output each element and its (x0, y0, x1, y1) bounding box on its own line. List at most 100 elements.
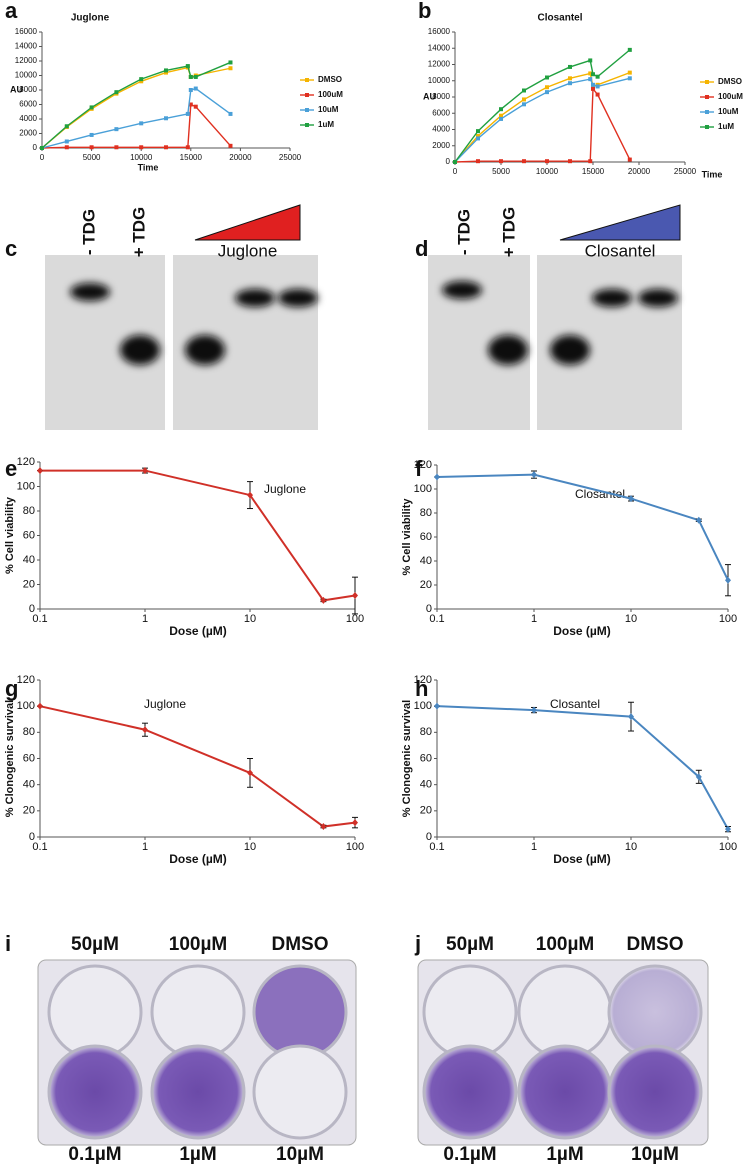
legend-marker (705, 125, 709, 129)
y-tick-label: 8000 (432, 92, 450, 101)
y-tick-label: 16000 (428, 27, 451, 36)
y-tick-label: 10000 (15, 71, 38, 80)
y-tick-label: 100 (414, 483, 432, 495)
point (114, 145, 119, 150)
gel-band (278, 289, 318, 307)
point (499, 116, 503, 121)
well (607, 964, 703, 1060)
y-tick-label: 0 (29, 831, 35, 843)
y-axis-label: % Clonogenic survival (4, 700, 16, 817)
point (499, 159, 503, 164)
point (434, 473, 440, 481)
point (228, 111, 233, 116)
point (568, 159, 572, 164)
point (247, 491, 253, 499)
point (545, 85, 549, 90)
y-tick-label: 20 (420, 805, 432, 817)
y-tick-label: 60 (23, 529, 35, 541)
x-tick-label: 1 (531, 841, 537, 853)
point (591, 82, 595, 87)
point (476, 134, 480, 138)
x-tick-label: 100 (719, 613, 737, 625)
series-line (41, 61, 231, 149)
x-tick-label: 0.1 (429, 613, 444, 625)
gel-band (550, 335, 590, 365)
point (188, 102, 193, 107)
point (595, 92, 600, 97)
point (476, 129, 480, 134)
well (150, 1044, 246, 1140)
series-line (41, 103, 232, 149)
panel-letter: d (415, 236, 428, 261)
point (114, 90, 119, 95)
point (434, 702, 440, 710)
x-tick-label: 15000 (582, 167, 605, 176)
point (193, 86, 198, 91)
point (247, 769, 253, 777)
y-tick-label: 14000 (15, 42, 38, 51)
x-tick-label: 15000 (180, 153, 203, 162)
legend-marker (705, 95, 709, 99)
x-tick-label: 1 (142, 613, 148, 625)
annotation: Closantel (550, 697, 600, 711)
y-axis-label: AU (10, 84, 23, 94)
x-tick-label: 1 (531, 613, 537, 625)
gradient-triangle (559, 204, 681, 241)
point (522, 97, 526, 102)
point (453, 160, 457, 164)
panel-letter: b (418, 0, 431, 23)
well (517, 964, 613, 1060)
y-axis-label: % Cell viability (4, 496, 16, 574)
series-line (454, 49, 631, 163)
well (252, 964, 348, 1060)
point (588, 159, 593, 164)
point (320, 596, 327, 604)
x-tick-label: 10 (625, 613, 637, 625)
y-tick-label: 40 (420, 555, 432, 567)
panel-letter: h (415, 676, 428, 701)
y-tick-label: 0 (29, 603, 35, 615)
series-line (40, 469, 356, 602)
well-label: 50µM (71, 934, 119, 955)
legend-label: 10uM (318, 105, 339, 114)
gel-band (442, 281, 482, 299)
point (164, 70, 168, 75)
panel-letter: c (5, 236, 17, 261)
point (588, 58, 593, 63)
well-label: DMSO (272, 934, 329, 955)
x-axis-label: Dose (µM) (169, 624, 227, 638)
well-label: 0.1µM (443, 1144, 496, 1165)
y-tick-label: 20 (420, 579, 432, 591)
y-tick-label: 100 (17, 700, 35, 712)
y-tick-label: 120 (414, 459, 432, 471)
point (185, 145, 190, 150)
panel-letter: a (5, 0, 18, 23)
x-tick-label: 0.1 (32, 841, 47, 853)
well-label: 100µM (169, 934, 227, 955)
point (37, 467, 43, 475)
legend-marker (305, 108, 309, 112)
point (531, 706, 537, 714)
point (695, 516, 702, 524)
point (588, 71, 593, 76)
x-tick-label: 100 (719, 841, 737, 853)
y-tick-label: 20 (23, 578, 35, 590)
y-tick-label: 12000 (15, 56, 38, 65)
point (139, 79, 144, 84)
y-axis-label: % Cell viability (401, 498, 413, 576)
point (628, 495, 634, 503)
y-tick-label: 6000 (432, 108, 450, 117)
point (522, 102, 526, 107)
panel-letter: f (415, 456, 423, 481)
point (188, 88, 193, 92)
legend-label: 1uM (718, 122, 734, 131)
y-tick-label: 14000 (428, 43, 451, 52)
point (591, 72, 595, 77)
point (545, 159, 549, 164)
x-tick-label: 100 (346, 613, 364, 625)
y-axis-label: AU (423, 91, 436, 101)
well-label: 50µM (446, 934, 494, 955)
panel-letter: j (414, 931, 421, 956)
point (568, 76, 572, 81)
